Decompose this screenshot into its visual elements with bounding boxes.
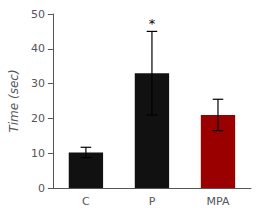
svg-text:40: 40 [31,42,45,55]
svg-text:30: 30 [31,77,45,90]
svg-text:50: 50 [31,8,45,21]
svg-text:20: 20 [31,112,45,125]
svg-text:C: C [82,195,90,208]
svg-text:*: * [149,16,156,31]
svg-text:0: 0 [38,182,45,195]
svg-text:Time (sec): Time (sec) [7,69,21,132]
svg-text:10: 10 [31,147,45,160]
svg-text:P: P [149,195,156,208]
svg-text:MPA: MPA [207,195,230,208]
